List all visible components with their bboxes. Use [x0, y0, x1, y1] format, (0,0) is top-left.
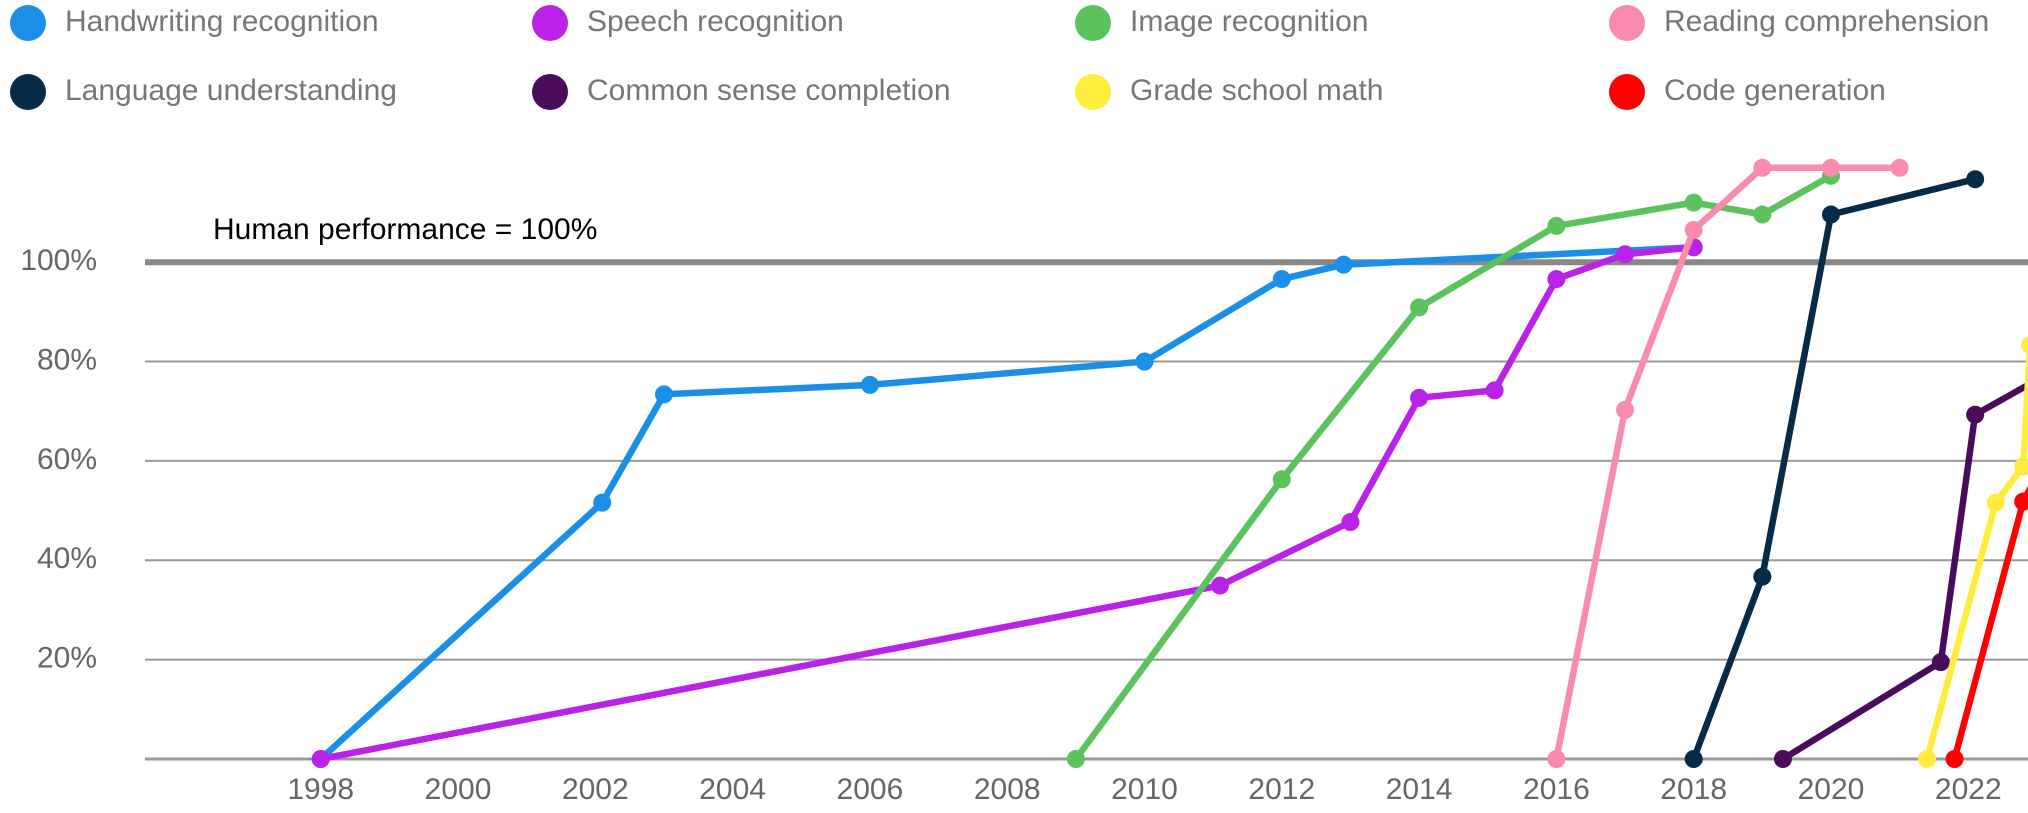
x-tick-label: 1998	[287, 773, 354, 806]
data-point	[1918, 750, 1936, 768]
data-point	[1685, 221, 1703, 239]
reference-label: Human performance = 100%	[213, 213, 597, 246]
data-point	[1987, 494, 2005, 512]
x-tick-label: 2016	[1523, 773, 1590, 806]
x-tick-label: 2000	[425, 773, 492, 806]
legend-swatch	[1609, 5, 1645, 41]
legend-label: Code generation	[1664, 74, 1886, 107]
data-point	[2014, 493, 2028, 511]
y-tick-label: 100%	[20, 244, 97, 277]
data-point	[1616, 245, 1634, 263]
legend-swatch	[1609, 74, 1645, 110]
data-point	[1067, 750, 1085, 768]
legend-swatch	[532, 74, 568, 110]
y-tick-label: 80%	[37, 343, 97, 376]
series-line	[321, 247, 1694, 759]
x-tick-label: 2010	[1111, 773, 1178, 806]
data-point	[1410, 389, 1428, 407]
legend-label: Reading comprehension	[1664, 5, 1989, 38]
series-line	[321, 247, 1694, 759]
data-point	[1946, 750, 1964, 768]
legend-swatch	[10, 5, 46, 41]
legend-swatch	[532, 5, 568, 41]
data-point	[1822, 206, 1840, 224]
data-point	[1932, 653, 1950, 671]
data-point	[1547, 270, 1565, 288]
data-point	[1966, 170, 1984, 188]
legend-label: Handwriting recognition	[65, 5, 379, 38]
data-point	[1486, 381, 1504, 399]
data-point	[1616, 401, 1634, 419]
data-point	[1685, 194, 1703, 212]
data-point	[1753, 568, 1771, 586]
legend-label: Image recognition	[1130, 5, 1368, 38]
x-tick-label: 2018	[1660, 773, 1727, 806]
data-point	[1341, 513, 1359, 531]
data-point	[593, 494, 611, 512]
legend-swatch	[1075, 74, 1111, 110]
legend-label: Speech recognition	[587, 5, 844, 38]
data-point	[1753, 159, 1771, 177]
y-tick-label: 20%	[37, 642, 97, 675]
legend-label: Grade school math	[1130, 74, 1383, 107]
legend-label: Language understanding	[65, 74, 397, 107]
x-tick-label: 2012	[1248, 773, 1315, 806]
data-point	[1774, 750, 1792, 768]
data-point	[1211, 577, 1229, 595]
y-tick-label: 40%	[37, 542, 97, 575]
data-point	[1966, 406, 1984, 424]
legend-label: Common sense completion	[587, 74, 951, 107]
data-point	[861, 376, 879, 394]
y-tick-label: 60%	[37, 443, 97, 476]
x-tick-label: 2004	[699, 773, 766, 806]
x-tick-label: 2020	[1798, 773, 1865, 806]
legend-swatch	[10, 74, 46, 110]
x-tick-label: 2006	[837, 773, 904, 806]
data-point	[655, 385, 673, 403]
data-point	[312, 750, 330, 768]
series-line	[1694, 179, 1975, 759]
data-point	[1335, 256, 1353, 274]
plot-area	[312, 159, 2028, 768]
legend-swatch	[1075, 5, 1111, 41]
x-tick-label: 2008	[974, 773, 1041, 806]
data-point	[1273, 270, 1291, 288]
data-point	[1136, 353, 1154, 371]
x-tick-label: 2022	[1935, 773, 2002, 806]
data-point	[1891, 159, 1909, 177]
data-point	[1822, 159, 1840, 177]
data-point	[1547, 750, 1565, 768]
data-point	[1273, 470, 1291, 488]
x-tick-label: 2002	[562, 773, 629, 806]
data-point	[1547, 217, 1565, 235]
x-tick-label: 2014	[1386, 773, 1453, 806]
data-point	[2021, 336, 2028, 354]
data-point	[1753, 206, 1771, 224]
data-point	[1685, 750, 1703, 768]
data-point	[1410, 298, 1428, 316]
